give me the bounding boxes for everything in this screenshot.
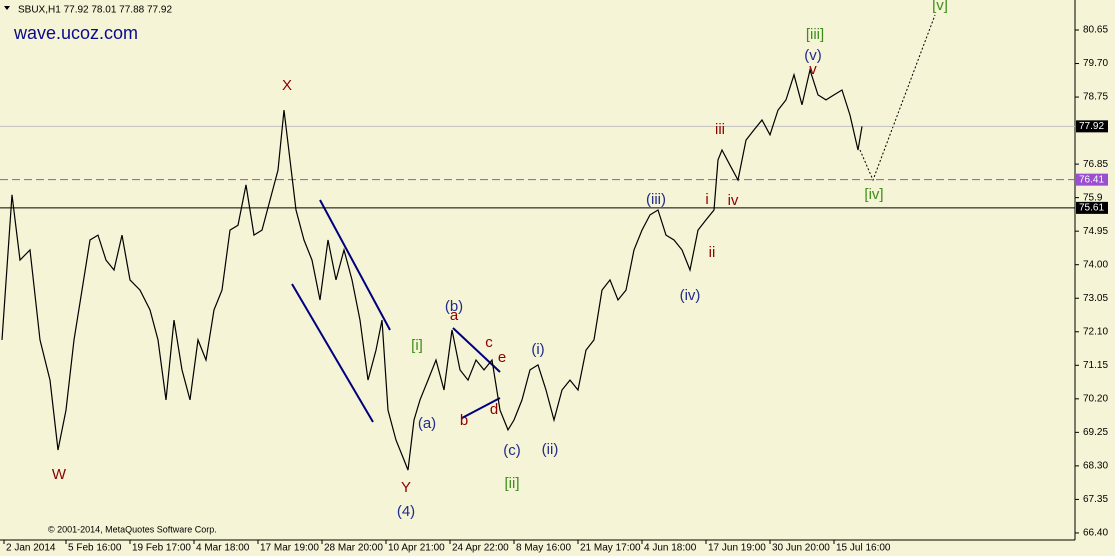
- wave-label: X: [282, 77, 292, 94]
- x-tick-label: 28 Mar 20:00: [324, 543, 383, 554]
- y-tick-label: 74.95: [1083, 226, 1108, 237]
- wave-label: ii: [709, 244, 716, 261]
- wave-label: v: [809, 61, 817, 78]
- wave-label: iv: [728, 192, 739, 209]
- price-label-box: [1076, 173, 1108, 186]
- price-label: 76.41: [1079, 174, 1104, 185]
- wave-label: Y: [401, 479, 411, 496]
- y-tick-label: 75.9: [1083, 192, 1103, 203]
- wave-label: (v): [804, 47, 822, 64]
- wave-label: [v]: [932, 0, 948, 14]
- projection-line: [859, 14, 936, 182]
- y-tick-label: 68.30: [1083, 461, 1108, 472]
- x-tick-label: 4 Mar 18:00: [196, 543, 250, 554]
- y-tick-label: 76.85: [1083, 159, 1108, 170]
- wave-label: (a): [418, 415, 436, 432]
- trend-lines: [291, 199, 501, 423]
- wave-label: (ii): [542, 441, 559, 458]
- chart-title: SBUX,H1 77.92 78.01 77.88 77.92: [18, 5, 172, 16]
- x-tick-label: 15 Jul 16:00: [836, 543, 891, 554]
- x-tick-label: 8 May 16:00: [516, 543, 571, 554]
- wave-label: (4): [397, 503, 415, 520]
- wave-label: c: [485, 334, 493, 351]
- channel-line: [291, 283, 374, 423]
- y-tick-label: 78.75: [1083, 92, 1108, 103]
- wave-label: i: [705, 191, 708, 208]
- x-tick-label: 4 Jun 18:00: [644, 543, 697, 554]
- y-tick-label: 80.65: [1083, 25, 1108, 36]
- wave-label: [iv]: [864, 186, 883, 203]
- y-tick-label: 74.00: [1083, 259, 1108, 270]
- watermark: wave.ucoz.com: [13, 23, 138, 43]
- price-line: [1, 67, 863, 471]
- wave-label: [i]: [411, 337, 423, 354]
- wave-label: a: [450, 307, 459, 324]
- wave-label: e: [498, 349, 506, 366]
- y-tick-label: 79.70: [1083, 58, 1108, 69]
- x-tick-label: 30 Jun 20:00: [772, 543, 830, 554]
- wave-label: [ii]: [505, 475, 520, 492]
- triangle-line: [461, 397, 501, 419]
- price-label-box: [1076, 120, 1108, 133]
- x-tick-label: 17 Jun 19:00: [708, 543, 766, 554]
- x-tick-label: 2 Jan 2014: [6, 543, 56, 554]
- y-tick-label: 72.10: [1083, 326, 1108, 337]
- wave-label: (c): [503, 442, 521, 459]
- price-label: 77.92: [1079, 121, 1104, 132]
- x-tick-label: 17 Mar 19:00: [260, 543, 319, 554]
- wave-label: iii: [715, 121, 725, 138]
- channel-line: [319, 199, 391, 331]
- y-tick-label: 67.35: [1083, 494, 1108, 505]
- wave-label: (i): [531, 341, 544, 358]
- x-tick-label: 21 May 17:00: [580, 543, 641, 554]
- menu-icon: [4, 6, 10, 10]
- x-tick-label: 19 Feb 17:00: [132, 543, 191, 554]
- wave-label: (b): [445, 298, 463, 315]
- x-tick-label: 24 Apr 22:00: [452, 543, 509, 554]
- price-label: 75.61: [1079, 203, 1104, 214]
- y-tick-label: 73.05: [1083, 293, 1108, 304]
- wave-label: d: [490, 401, 498, 418]
- wave-label: [iii]: [806, 26, 824, 43]
- wave-label: (iv): [680, 287, 701, 304]
- y-tick-label: 66.40: [1083, 528, 1108, 539]
- x-tick-label: 5 Feb 16:00: [68, 543, 122, 554]
- copyright: © 2001-2014, MetaQuotes Software Corp.: [48, 524, 217, 534]
- price-label-box: [1076, 201, 1108, 214]
- wave-label: W: [52, 466, 67, 483]
- y-tick-label: 69.25: [1083, 427, 1108, 438]
- y-tick-label: 70.20: [1083, 393, 1108, 404]
- wave-label: b: [460, 412, 468, 429]
- y-tick-label: 71.15: [1083, 360, 1108, 371]
- x-tick-label: 10 Apr 21:00: [388, 543, 445, 554]
- wave-label: (iii): [646, 191, 666, 208]
